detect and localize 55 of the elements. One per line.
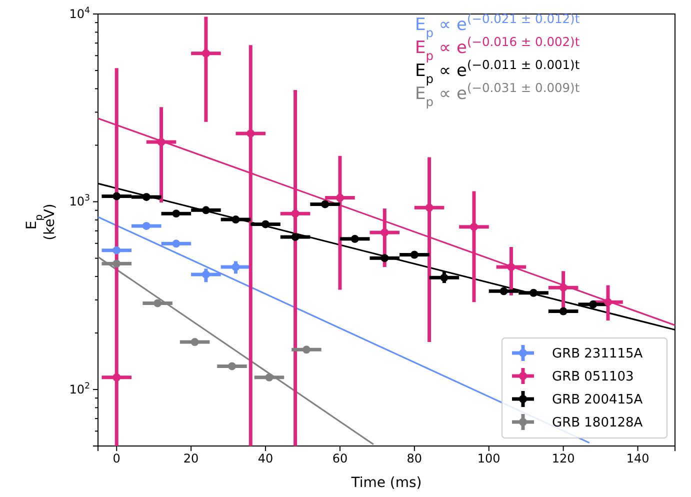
point — [112, 373, 121, 382]
point — [262, 220, 270, 228]
x-axis-title: Time (ms) — [350, 475, 422, 491]
point — [380, 228, 389, 236]
point — [202, 206, 210, 214]
legend-label: GRB 051103 — [552, 370, 634, 385]
x-tick-label: 140 — [626, 452, 650, 466]
point — [589, 300, 598, 308]
x-tick-label: 40 — [258, 452, 274, 466]
point — [336, 194, 344, 202]
y-tick-label: 10$^{4}$ — [69, 6, 90, 21]
x-tick-label: 80 — [406, 452, 422, 466]
x-tick-label: 0 — [112, 452, 120, 466]
point — [380, 254, 389, 262]
point — [228, 362, 236, 370]
x-tick-label: 20 — [183, 452, 199, 466]
x-tick-label: 120 — [552, 452, 575, 466]
point — [559, 307, 568, 316]
point — [190, 338, 199, 346]
point — [172, 210, 180, 218]
point — [112, 246, 121, 254]
point — [202, 270, 210, 278]
point — [265, 373, 274, 382]
point — [500, 287, 508, 296]
point — [321, 200, 330, 208]
point — [172, 240, 180, 248]
point — [410, 250, 418, 259]
point — [112, 260, 121, 268]
point — [470, 222, 478, 231]
point — [604, 298, 612, 306]
x-tick-label: 60 — [332, 452, 348, 466]
point — [530, 288, 538, 297]
point — [112, 192, 121, 200]
point — [291, 233, 300, 241]
point — [157, 138, 166, 146]
point — [425, 204, 434, 212]
point — [246, 129, 255, 138]
legend-label: GRB 231115A — [552, 346, 643, 362]
x-tick-label: 100 — [477, 452, 500, 466]
point — [302, 346, 310, 354]
point — [232, 216, 240, 224]
legend-label: GRB 180128A — [552, 416, 643, 431]
point — [154, 299, 162, 308]
legend-label: GRB 200415A — [552, 392, 643, 408]
point — [440, 274, 448, 282]
point — [350, 234, 359, 243]
point — [559, 284, 568, 292]
point — [142, 222, 150, 230]
point — [291, 210, 300, 218]
y-tick-label: 10$^{2}$ — [69, 381, 90, 396]
point — [142, 193, 150, 201]
point — [202, 49, 210, 58]
point — [232, 263, 240, 272]
point — [507, 263, 516, 272]
y-tick-label: 10$^{3}$ — [69, 194, 90, 209]
